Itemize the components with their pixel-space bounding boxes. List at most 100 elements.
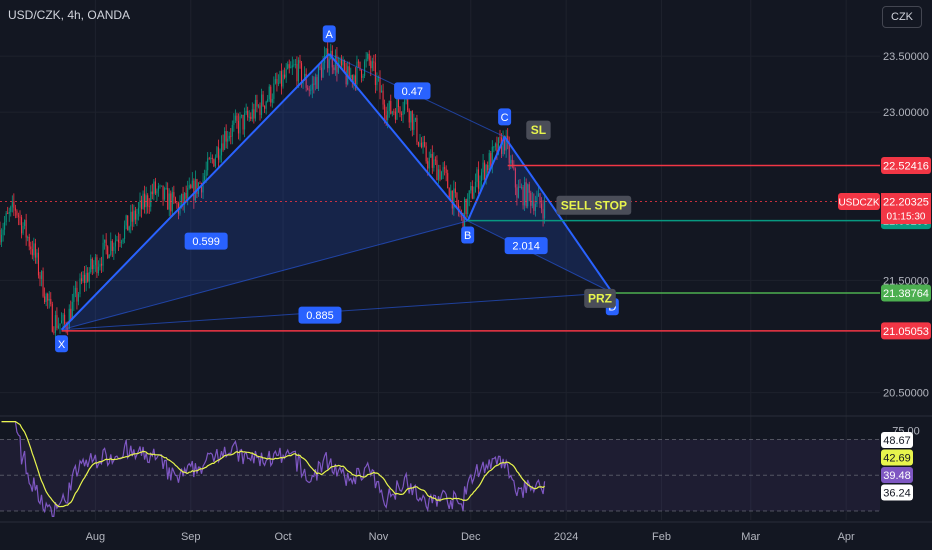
candle-body [13, 201, 15, 208]
candle-body [465, 199, 467, 214]
candle-body [436, 160, 438, 181]
candle-body [367, 53, 369, 59]
candle-body [388, 100, 390, 111]
candle-body [534, 203, 536, 211]
candle-body [327, 48, 329, 69]
candle-body [491, 146, 493, 168]
level-price-label-bg [881, 322, 931, 340]
annotation-sell-stop-text: SELL STOP [561, 198, 627, 212]
candle-body [308, 89, 310, 91]
candle-body [413, 119, 415, 130]
candle-body [261, 94, 263, 115]
candle-body [533, 200, 535, 211]
pattern-point-x-text: X [58, 339, 66, 351]
annotation-sell-stop-bg [556, 195, 632, 215]
candle-body [237, 120, 239, 134]
candle-body [310, 89, 312, 91]
candle-body [294, 64, 296, 65]
candle-body [137, 207, 139, 214]
pattern-ratio-line [61, 220, 468, 331]
current-price-text: 22.20325 [883, 197, 929, 209]
candle-body [7, 213, 9, 214]
candle-body [484, 162, 486, 180]
candle-body [507, 135, 509, 143]
candle-body [539, 193, 541, 204]
candle-body [316, 77, 318, 89]
candle-body [76, 287, 78, 302]
candle-body [313, 83, 315, 85]
pattern-ratio-label-text: 0.47 [402, 86, 423, 98]
pattern-ratio-label-text: 0.599 [192, 236, 220, 248]
candle-body [470, 186, 472, 191]
candle-body [101, 263, 103, 266]
candle-body [181, 193, 183, 203]
candle-body [505, 135, 507, 151]
candle-body [368, 53, 370, 61]
candle-body [357, 61, 359, 63]
candle-body [221, 143, 223, 156]
candle-body [384, 104, 386, 116]
rsi-value-label-text: 36.24 [883, 488, 911, 500]
candle-body [73, 293, 75, 302]
candle-body [56, 315, 58, 329]
rsi-pane: 75.00 [0, 421, 920, 517]
candle-body [502, 136, 504, 154]
candle-body [161, 185, 163, 187]
candle-body [50, 298, 52, 304]
candle-body [162, 185, 164, 200]
candle-body [270, 86, 272, 103]
candle-body [402, 110, 404, 115]
candle-body [339, 58, 341, 64]
candle-body [257, 105, 259, 107]
candle-body [344, 60, 346, 71]
candle-body [33, 243, 35, 256]
candle-body [494, 143, 496, 147]
candle-body [364, 61, 366, 76]
candle-body [499, 137, 501, 139]
candle-body [136, 213, 138, 220]
candle-body [153, 181, 155, 195]
candle-body [390, 100, 392, 114]
candle-body [116, 239, 118, 241]
pattern-point-b-bg [461, 226, 475, 244]
candle-body [227, 138, 229, 142]
pattern-ratio-label: 2.014 [504, 237, 548, 255]
pattern-leg [328, 53, 469, 222]
candle-body [379, 77, 381, 93]
pattern-ratio-label: 0.599 [184, 232, 228, 250]
price-tick-label: 20.50000 [883, 388, 929, 400]
candle-body [414, 118, 416, 120]
candle-body [281, 71, 283, 87]
candle-body [462, 213, 464, 227]
candle-body [144, 193, 146, 208]
pattern-point-x: X [55, 335, 69, 353]
candle-body [391, 111, 393, 114]
candle-body [34, 243, 36, 258]
candle-body [68, 308, 70, 329]
candle-body [239, 116, 241, 134]
rsi-value-label-text: 48.67 [883, 435, 911, 447]
candle-body [193, 180, 195, 201]
candle-body [376, 77, 378, 85]
candle-body [314, 77, 316, 85]
candle-body [248, 116, 250, 118]
candle-body [485, 165, 487, 180]
rsi-value-label-bg [881, 467, 913, 483]
level-price-label-text: 21.05053 [883, 326, 929, 338]
time-tick-label: Mar [741, 531, 760, 543]
candle-body [513, 166, 515, 169]
candle-body [205, 170, 207, 176]
pattern-leg [466, 136, 506, 222]
currency-button[interactable]: CZK [882, 6, 922, 28]
candle-body [457, 204, 459, 212]
candle-body [242, 114, 244, 130]
candle-body [213, 159, 215, 167]
candle-body [481, 172, 483, 182]
candle-body [42, 271, 44, 297]
candle-body [128, 226, 130, 231]
candle-body [51, 303, 53, 332]
annotation-sl-bg [526, 120, 551, 140]
candle-body [497, 137, 499, 155]
candle-body [94, 257, 96, 266]
